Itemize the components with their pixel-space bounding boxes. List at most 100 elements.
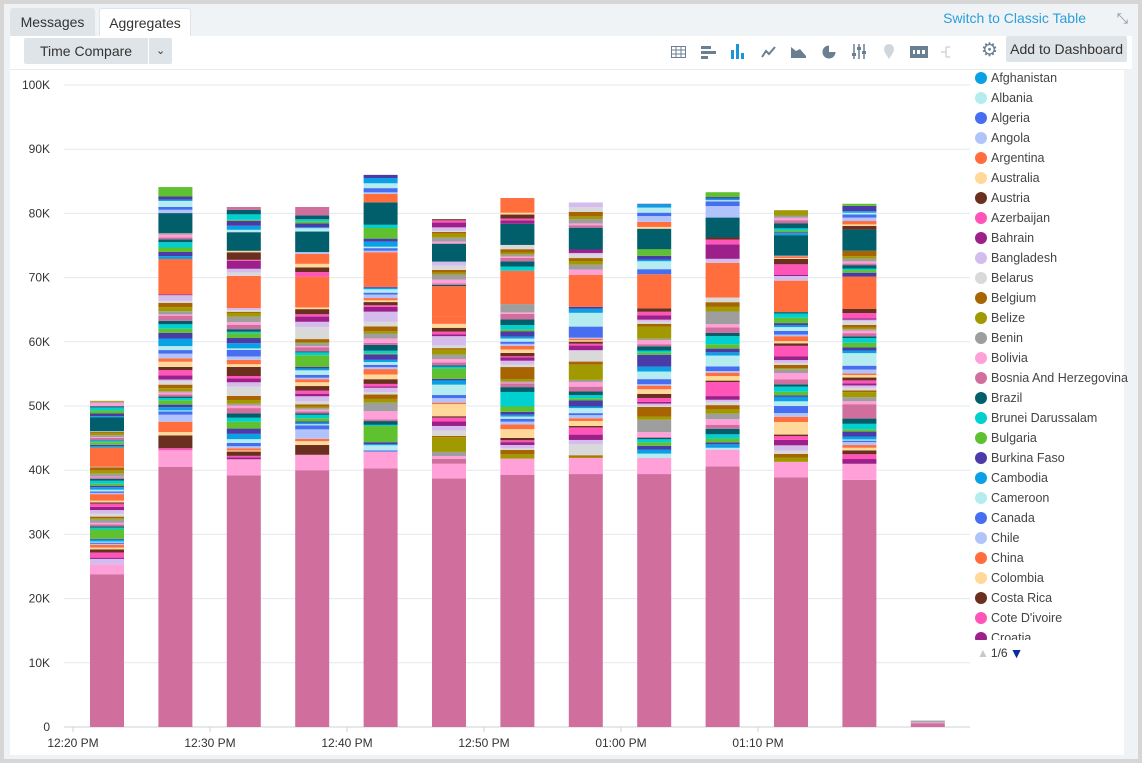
legend-swatch — [975, 92, 987, 104]
legend-label: Brazil — [991, 391, 1023, 405]
legend-item[interactable]: Algeria — [975, 108, 1130, 128]
switch-to-classic-table-link[interactable]: Switch to Classic Table — [943, 10, 1086, 26]
pie-chart-icon[interactable] — [819, 42, 838, 61]
legend-swatch — [975, 612, 987, 624]
legend-swatch — [975, 592, 987, 604]
legend-label: China — [991, 551, 1024, 565]
collapse-icon[interactable]: ⤡ — [1116, 10, 1128, 26]
legend-label: Chile — [991, 531, 1020, 545]
legend-swatch — [975, 112, 987, 124]
legend-swatch — [975, 72, 987, 84]
legend-swatch — [975, 252, 987, 264]
legend-label: Belarus — [991, 271, 1034, 285]
legend-swatch — [975, 432, 987, 444]
legend-prev-page-icon[interactable]: ▲ — [977, 646, 989, 660]
legend-swatch — [975, 332, 987, 344]
legend-swatch — [975, 472, 987, 484]
legend-item[interactable]: Cambodia — [975, 468, 1130, 488]
legend-item[interactable]: Afghanistan — [975, 68, 1130, 88]
time-compare-control: Time Compare ⌄ — [24, 38, 173, 64]
legend-label: Burkina Faso — [991, 451, 1065, 465]
chevron-down-icon[interactable]: ⌄ — [149, 38, 173, 64]
legend-swatch — [975, 632, 987, 640]
chart-type-toolbar — [669, 42, 958, 61]
legend-label: Belgium — [991, 291, 1037, 305]
legend-label: Algeria — [991, 111, 1030, 125]
legend-swatch — [975, 292, 987, 304]
chart-legend: Afghanistan Albania Algeria Angola Argentina… — [975, 68, 1130, 640]
legend-item[interactable]: Bosnia And Herzegovina — [975, 368, 1130, 388]
legend-swatch — [975, 352, 987, 364]
legend-label: Benin — [991, 331, 1023, 345]
legend-label: Angola — [991, 131, 1030, 145]
time-compare-button[interactable]: Time Compare — [24, 38, 149, 64]
divider — [10, 69, 1132, 70]
legend-swatch — [975, 532, 987, 544]
legend-label: Canada — [991, 511, 1035, 525]
legend-swatch — [975, 212, 987, 224]
legend-item[interactable]: Brazil — [975, 388, 1130, 408]
bar-horizontal-icon[interactable] — [699, 42, 718, 61]
table-icon[interactable] — [669, 42, 688, 61]
legend-item[interactable]: Benin — [975, 328, 1130, 348]
legend-item[interactable]: Angola — [975, 128, 1130, 148]
legend-item[interactable]: Australia — [975, 168, 1130, 188]
legend-swatch — [975, 392, 987, 404]
legend-item[interactable]: Chile — [975, 528, 1130, 548]
legend-item[interactable]: Cote D'ivoire — [975, 608, 1130, 628]
area-chart-icon[interactable] — [789, 42, 808, 61]
legend-swatch — [975, 452, 987, 464]
legend-swatch — [975, 312, 987, 324]
legend-swatch — [975, 412, 987, 424]
legend-item[interactable]: Argentina — [975, 148, 1130, 168]
legend-label: Afghanistan — [991, 71, 1058, 85]
legend-item[interactable]: Belarus — [975, 268, 1130, 288]
legend-label: Croatia — [991, 631, 1032, 640]
gear-icon[interactable]: ⚙ — [981, 40, 999, 61]
legend-item[interactable]: Austria — [975, 188, 1130, 208]
legend-label: Bahrain — [991, 231, 1035, 245]
legend-swatch — [975, 172, 987, 184]
legend-item[interactable]: Belize — [975, 308, 1130, 328]
legend-item[interactable]: Croatia — [975, 628, 1130, 640]
scrollbar[interactable] — [1124, 69, 1132, 755]
legend-swatch — [975, 372, 987, 384]
legend-item[interactable]: Bahrain — [975, 228, 1130, 248]
legend-item[interactable]: Colombia — [975, 568, 1130, 588]
legend-label: Belize — [991, 311, 1026, 325]
sliders-icon[interactable] — [849, 42, 868, 61]
legend-swatch — [975, 572, 987, 584]
legend-swatch — [975, 492, 987, 504]
legend-item[interactable]: Bulgaria — [975, 428, 1130, 448]
legend-label: Cambodia — [991, 471, 1048, 485]
legend-swatch — [975, 232, 987, 244]
map-pin-icon[interactable] — [879, 42, 898, 61]
legend-item[interactable]: Belgium — [975, 288, 1130, 308]
legend-label: Azerbaijan — [991, 211, 1051, 225]
legend-swatch — [975, 272, 987, 284]
aggregates-panel: Time Compare ⌄ ⚙ Add to Dashboard — [10, 36, 1132, 755]
legend-swatch — [975, 152, 987, 164]
legend-label: Austria — [991, 191, 1030, 205]
add-to-dashboard-button[interactable]: Add to Dashboard — [1006, 36, 1127, 62]
window: Messages Aggregates Switch to Classic Ta… — [4, 4, 1138, 759]
legend-item[interactable]: Azerbaijan — [975, 208, 1130, 228]
legend-item[interactable]: Cameroon — [975, 488, 1130, 508]
legend-item[interactable]: Bolivia — [975, 348, 1130, 368]
legend-swatch — [975, 192, 987, 204]
line-chart-icon[interactable] — [759, 42, 778, 61]
legend-next-page-icon[interactable]: ▼ — [1009, 645, 1024, 661]
legend-label: Cameroon — [991, 491, 1050, 505]
flow-icon[interactable] — [939, 42, 958, 61]
legend-item[interactable]: Burkina Faso — [975, 448, 1130, 468]
legend-item[interactable]: Canada — [975, 508, 1130, 528]
legend-item[interactable]: Bangladesh — [975, 248, 1130, 268]
tab-messages[interactable]: Messages — [10, 8, 95, 36]
column-chart-icon[interactable] — [729, 42, 748, 61]
legend-item[interactable]: Albania — [975, 88, 1130, 108]
single-value-icon[interactable] — [909, 42, 928, 61]
tab-aggregates[interactable]: Aggregates — [99, 8, 191, 36]
legend-item[interactable]: Costa Rica — [975, 588, 1130, 608]
legend-item[interactable]: Brunei Darussalam — [975, 408, 1130, 428]
legend-item[interactable]: China — [975, 548, 1130, 568]
